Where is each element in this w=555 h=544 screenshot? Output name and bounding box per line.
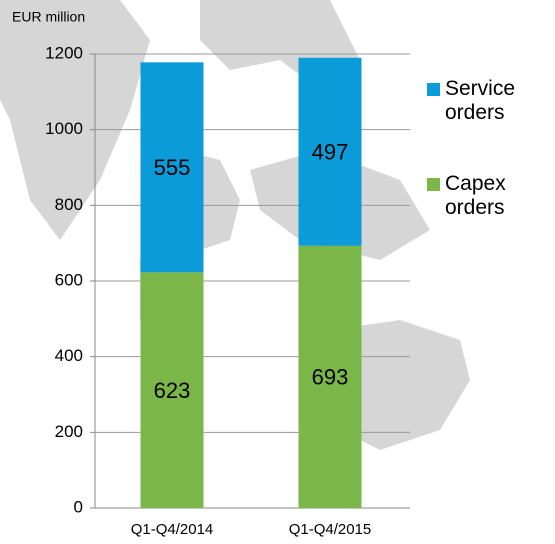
legend-label: Service orders [445, 77, 516, 124]
background-map [0, 0, 470, 450]
y-tick-label: 200 [55, 422, 83, 441]
data-label: 623 [154, 378, 191, 403]
data-label: 497 [312, 140, 349, 165]
bar-segment [298, 57, 362, 246]
x-tick-label: Q1-Q4/2014 [131, 521, 214, 538]
y-tick-label: 800 [55, 195, 83, 214]
y-tick-label: 600 [55, 270, 83, 289]
y-tick-label: 1200 [45, 43, 83, 62]
bar-segment [140, 272, 204, 508]
y-tick-label: 0 [74, 497, 83, 516]
bar-segment [298, 245, 362, 508]
y-tick-label: 1000 [45, 119, 83, 138]
legend-label: Capex orders [445, 172, 506, 219]
x-tick-label: Q1-Q4/2015 [289, 521, 372, 538]
legend-swatch [427, 83, 440, 96]
data-label: 555 [154, 155, 191, 180]
y-tick-label: 400 [55, 346, 83, 365]
data-label: 693 [312, 365, 349, 390]
legend-swatch [427, 178, 440, 191]
bar-segment [140, 62, 204, 273]
y-axis-label: EUR million [12, 9, 85, 25]
